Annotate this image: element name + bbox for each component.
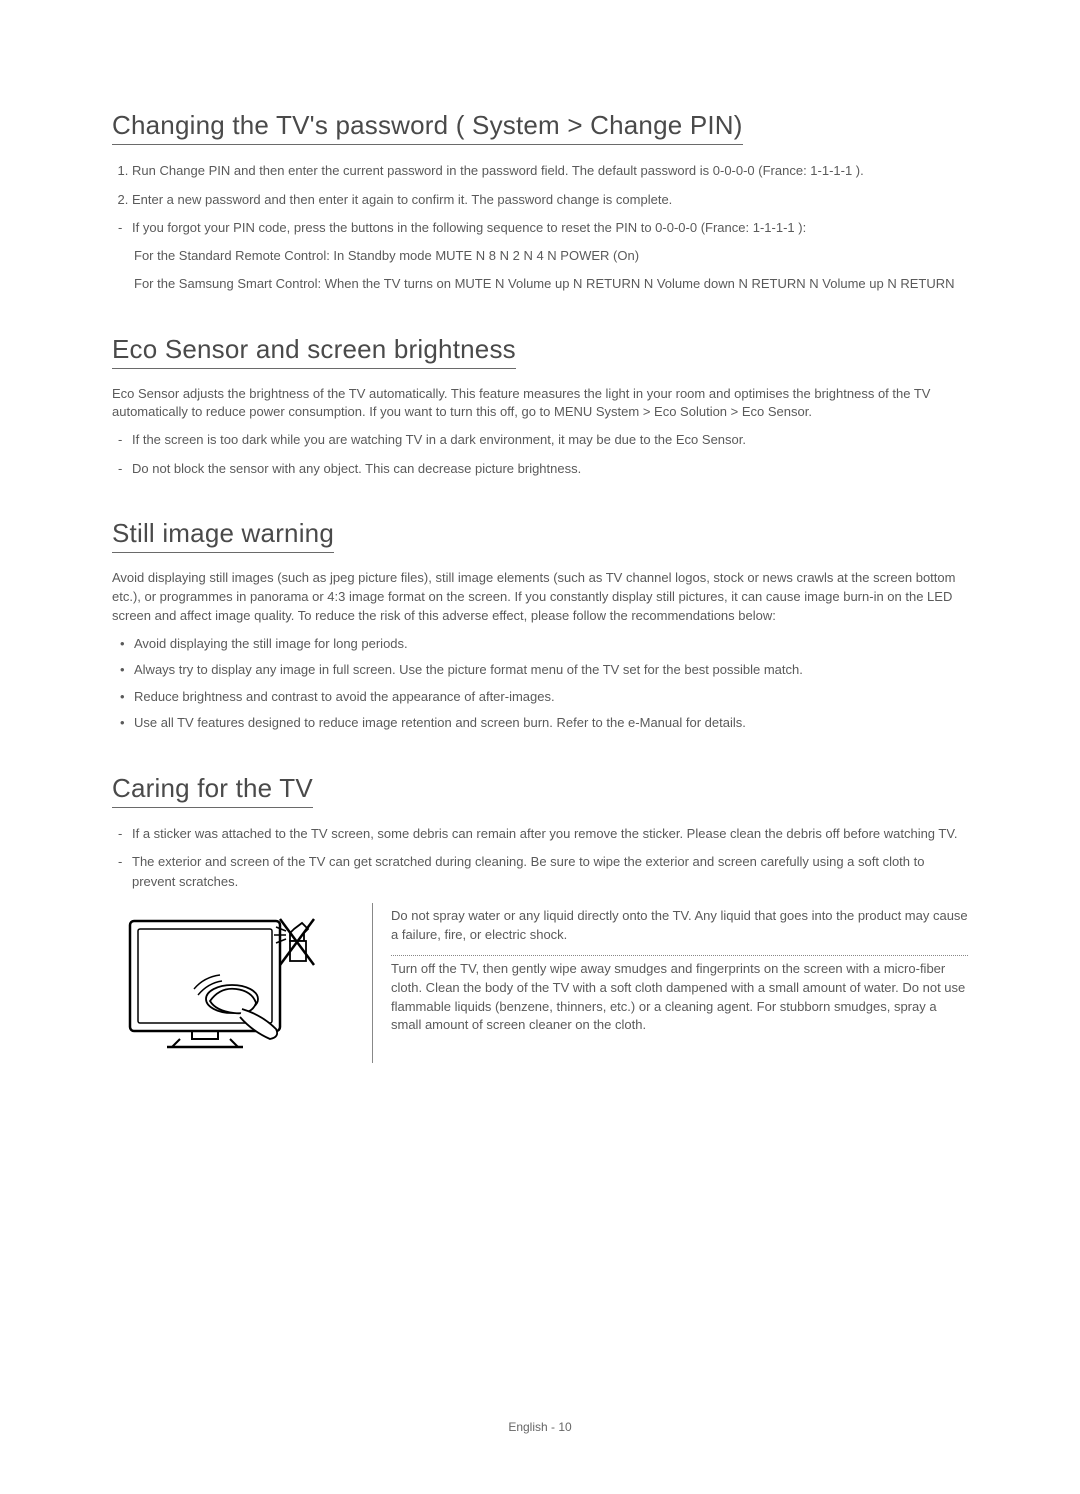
- caring-row: Do not spray water or any liquid directl…: [112, 903, 968, 1063]
- tv-care-illustration: [112, 903, 342, 1063]
- section-eco-sensor: Eco Sensor and screen brightness Eco Sen…: [112, 334, 968, 479]
- caring-notes: If a sticker was attached to the TV scre…: [112, 824, 968, 892]
- password-steps: Run Change PIN and then enter the curren…: [112, 161, 968, 209]
- caring-block-1: Do not spray water or any liquid directl…: [391, 903, 968, 955]
- sub-note: For the Standard Remote Control: In Stan…: [132, 246, 968, 266]
- caring-block-2: Turn off the TV, then gently wipe away s…: [391, 955, 968, 1045]
- list-item: Run Change PIN and then enter the curren…: [132, 161, 968, 181]
- heading-caring: Caring for the TV: [112, 773, 313, 808]
- eco-notes: If the screen is too dark while you are …: [112, 430, 968, 478]
- section-still-image: Still image warning Avoid displaying sti…: [112, 518, 968, 733]
- list-item: Use all TV features designed to reduce i…: [116, 713, 968, 733]
- list-item: Enter a new password and then enter it a…: [132, 190, 968, 210]
- heading-still-image: Still image warning: [112, 518, 334, 553]
- heading-eco-sensor: Eco Sensor and screen brightness: [112, 334, 516, 369]
- tv-illustration-svg: [112, 903, 342, 1063]
- heading-change-password: Changing the TV's password ( System > Ch…: [112, 110, 743, 145]
- section-change-password: Changing the TV's password ( System > Ch…: [112, 110, 968, 294]
- list-item: The exterior and screen of the TV can ge…: [116, 852, 968, 891]
- list-item: If the screen is too dark while you are …: [116, 430, 968, 450]
- eco-para: Eco Sensor adjusts the brightness of the…: [112, 385, 968, 423]
- list-item: Do not block the sensor with any object.…: [116, 459, 968, 479]
- list-item: If you forgot your PIN code, press the b…: [116, 218, 968, 294]
- list-item: Always try to display any image in full …: [116, 660, 968, 680]
- password-notes: If you forgot your PIN code, press the b…: [112, 218, 968, 294]
- section-caring: Caring for the TV If a sticker was attac…: [112, 773, 968, 1064]
- caring-text-column: Do not spray water or any liquid directl…: [372, 903, 968, 1063]
- list-item: Avoid displaying the still image for lon…: [116, 634, 968, 654]
- list-item: If a sticker was attached to the TV scre…: [116, 824, 968, 844]
- note-text: If you forgot your PIN code, press the b…: [132, 220, 806, 235]
- still-bullets: Avoid displaying the still image for lon…: [112, 634, 968, 733]
- page-footer: English - 10: [0, 1420, 1080, 1434]
- list-item: Reduce brightness and contrast to avoid …: [116, 687, 968, 707]
- sub-note: For the Samsung Smart Control: When the …: [132, 274, 968, 294]
- still-para: Avoid displaying still images (such as j…: [112, 569, 968, 626]
